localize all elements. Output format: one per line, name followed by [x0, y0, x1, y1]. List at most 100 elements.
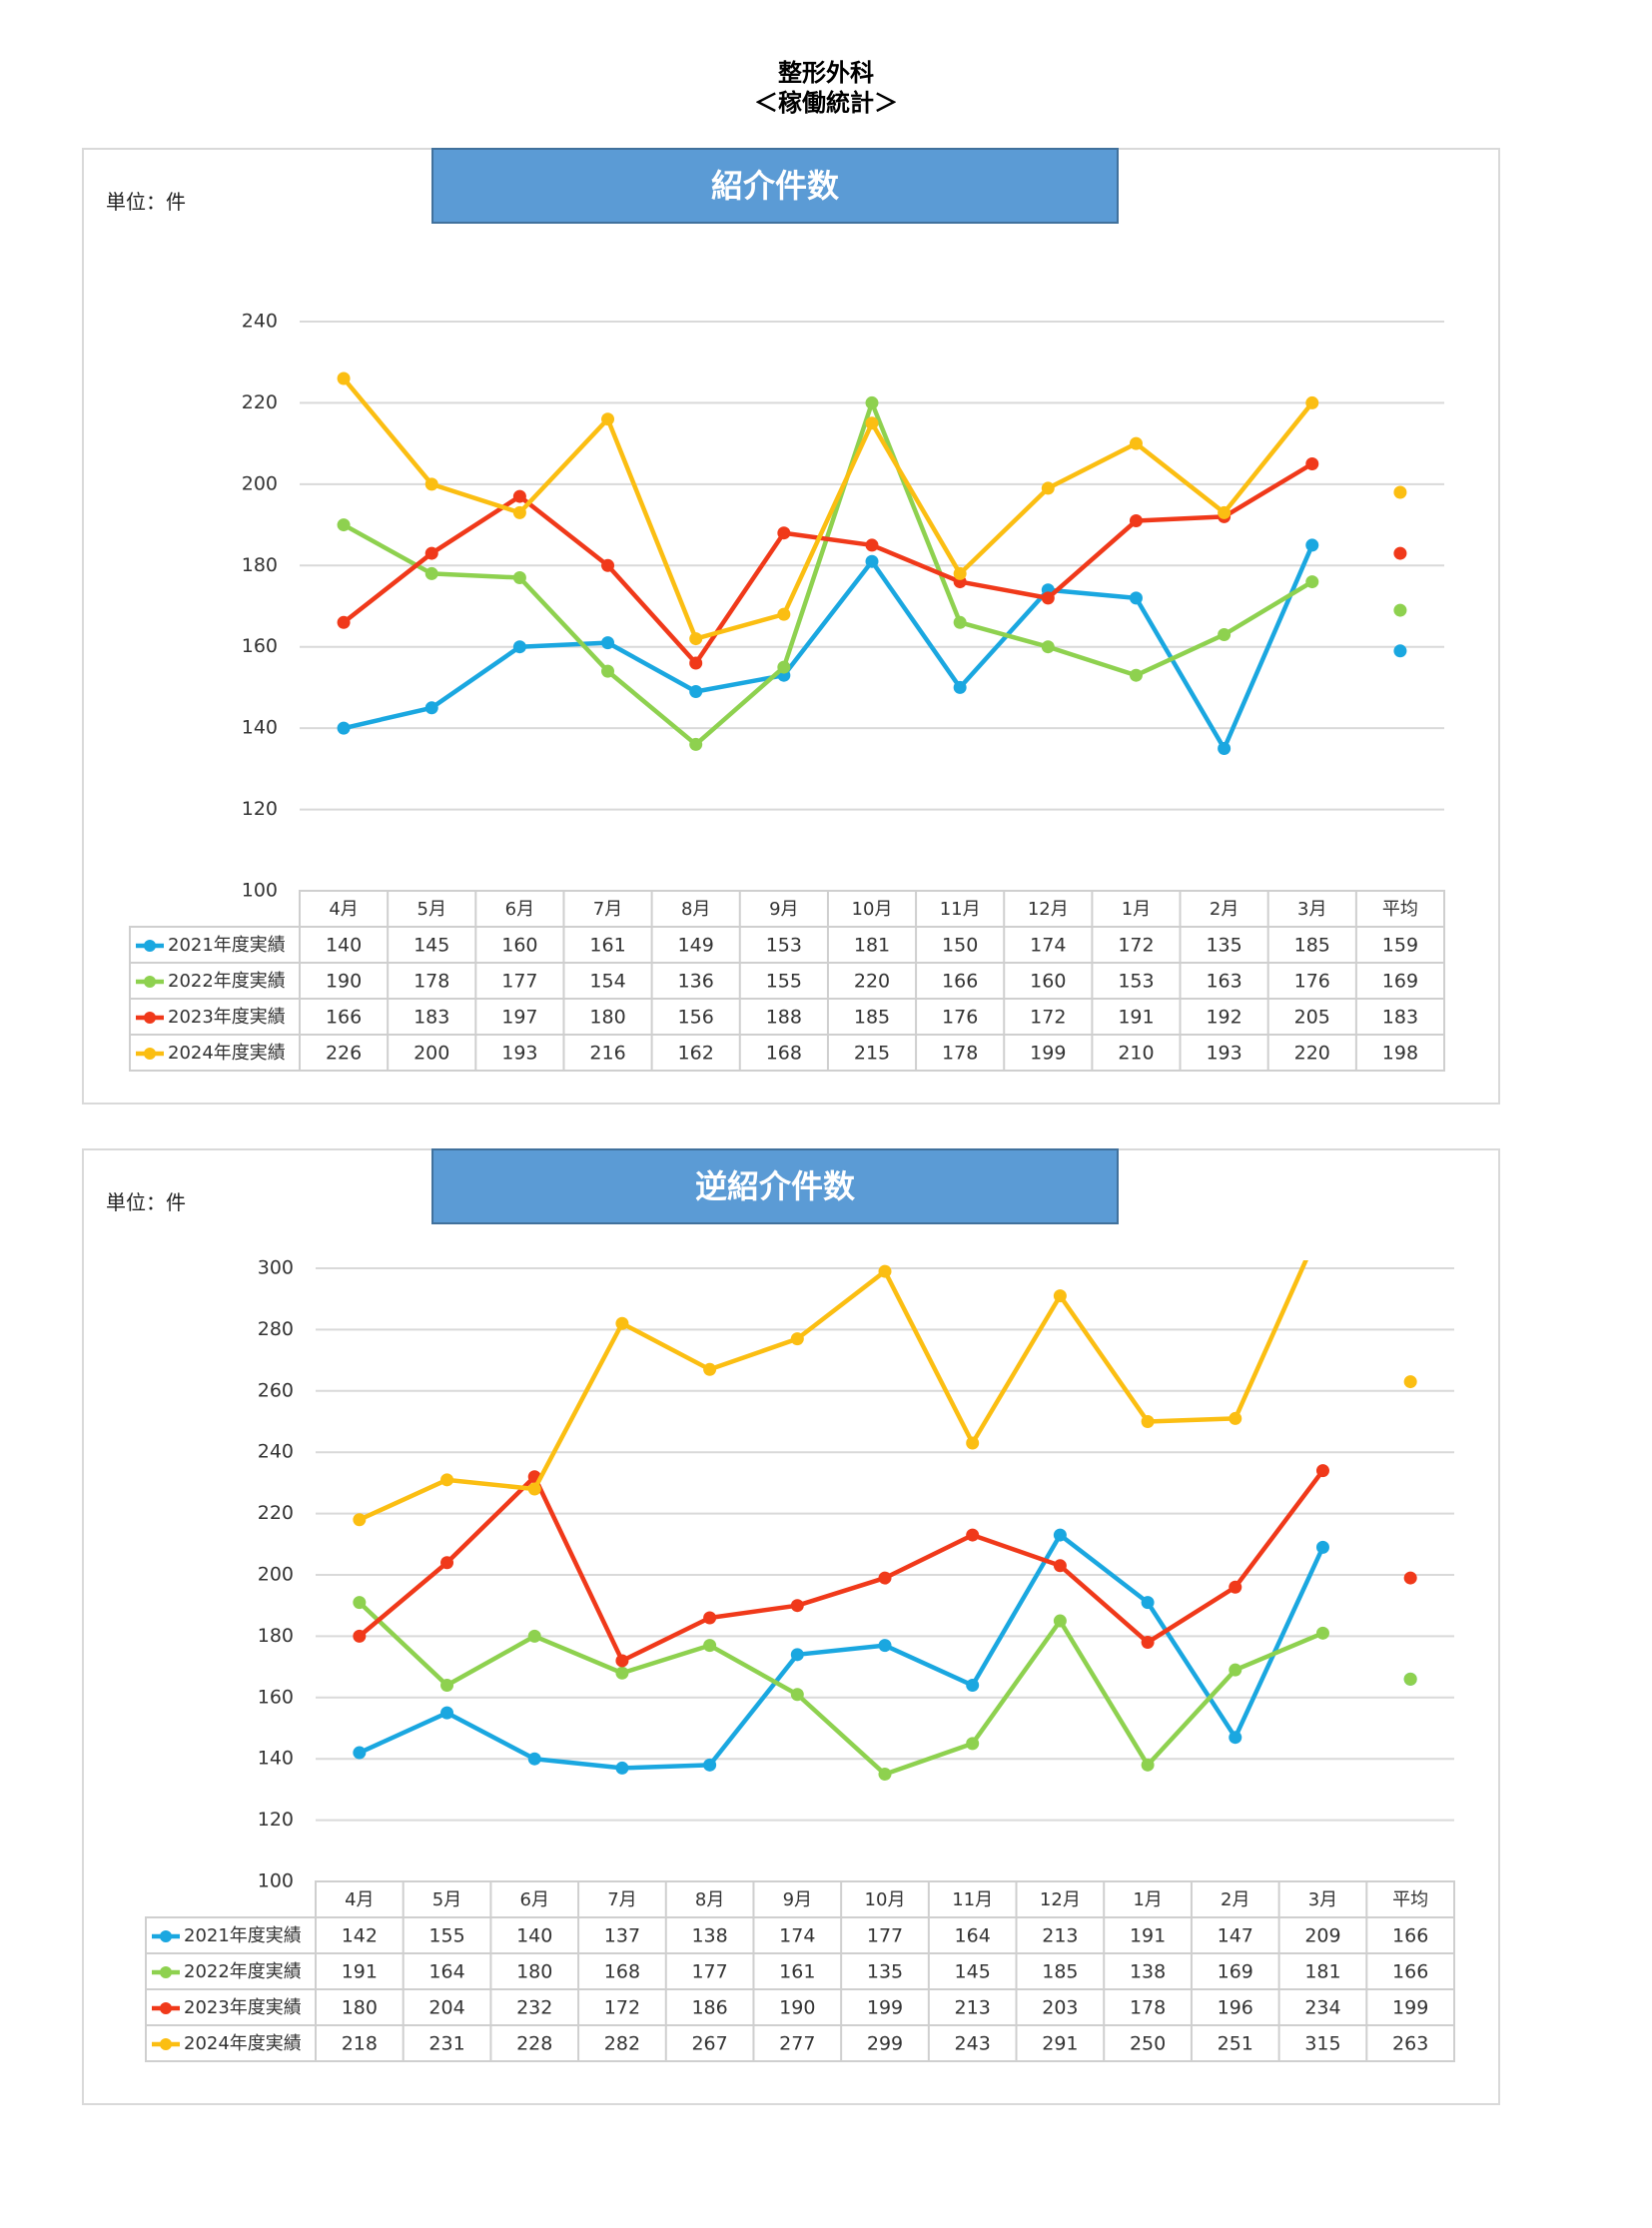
table-cell: 191: [1130, 1925, 1166, 1947]
table-cell: 138: [691, 1925, 727, 1947]
data-point: [689, 632, 703, 646]
data-point: [878, 1264, 892, 1278]
average-point: [1393, 644, 1407, 658]
table-cell-average: 199: [1392, 1997, 1428, 2019]
data-point: [1305, 538, 1319, 552]
data-point: [601, 636, 615, 650]
table-cell: 166: [942, 971, 978, 993]
chart-title: 紹介件数: [431, 148, 1119, 224]
legend-label: 2024年度実績: [184, 2033, 302, 2054]
data-point: [1305, 457, 1319, 470]
y-tick-label: 100: [258, 1870, 294, 1892]
legend-marker: [160, 2038, 172, 2050]
y-tick-label: 240: [242, 311, 278, 333]
reverse-referral-chart-panel: 逆紹介件数 単位：件 100 120 140 160 180 200 220 240 260 28…: [82, 1148, 1500, 2105]
table-cell: 228: [516, 2033, 552, 2055]
data-point: [1315, 1540, 1329, 1554]
x-tick-label: 3月: [1308, 1889, 1337, 1910]
y-tick-label: 120: [242, 798, 278, 820]
table-cell-average: 263: [1392, 2033, 1428, 2055]
data-point: [878, 1571, 892, 1585]
data-point: [512, 505, 526, 519]
table-cell: 197: [501, 1007, 537, 1029]
data-point: [1053, 1528, 1067, 1542]
table-cell: 250: [1130, 2033, 1166, 2055]
data-point: [1229, 1580, 1242, 1594]
data-point: [878, 1768, 892, 1782]
table-cell: 190: [326, 971, 362, 993]
x-tick-label: 8月: [695, 1889, 724, 1910]
table-cell: 315: [1304, 2033, 1340, 2055]
y-tick-label: 300: [258, 1257, 294, 1279]
plot-area: [337, 371, 1407, 755]
table-cell: 164: [955, 1925, 991, 1947]
table-cell: 180: [589, 1007, 625, 1029]
table-cell: 234: [1304, 1997, 1340, 2019]
data-point: [424, 701, 438, 715]
table-cell: 196: [1218, 1997, 1253, 2019]
data-point: [615, 1316, 629, 1330]
table-cell: 176: [942, 1007, 978, 1029]
series-line: [358, 1600, 1324, 1777]
table-cell: 213: [955, 1997, 991, 2019]
data-point: [337, 615, 351, 629]
legend-label: 2023年度実績: [184, 1997, 302, 2018]
table-cell: 172: [604, 1997, 640, 2019]
data-point: [703, 1611, 717, 1625]
x-tick-label: 1月: [1133, 1889, 1162, 1910]
data-point: [1129, 591, 1143, 605]
table-cell: 199: [867, 1997, 903, 2019]
y-tick-label: 160: [242, 635, 278, 657]
y-tick-label: 160: [258, 1686, 294, 1708]
x-tick-label: 12月: [1028, 899, 1069, 920]
page-title: 整形外科: [778, 59, 874, 87]
data-point: [790, 1648, 804, 1662]
table-cell: 178: [413, 971, 449, 993]
average-point: [1393, 485, 1407, 499]
data-point: [790, 1688, 804, 1702]
data-point: [615, 1654, 629, 1668]
table-cell: 140: [516, 1925, 552, 1947]
average-point: [1403, 1571, 1417, 1585]
data-point: [1141, 1596, 1155, 1610]
series-line: [343, 544, 1314, 751]
page-subtitle: ＜稼働統計＞: [754, 89, 898, 117]
x-tick-label: 2月: [1210, 899, 1239, 920]
data-point: [615, 1666, 629, 1680]
table-cell: 186: [691, 1997, 727, 2019]
table-cell: 185: [1294, 935, 1330, 957]
average-point: [1393, 603, 1407, 617]
average-point: [1403, 1672, 1417, 1686]
table-cell: 215: [854, 1043, 890, 1065]
data-point: [689, 656, 703, 670]
data-point: [966, 1436, 980, 1450]
table-cell: 176: [1294, 971, 1330, 993]
data-point: [1041, 591, 1055, 605]
table-cell: 178: [1130, 1997, 1166, 2019]
table-cell: 183: [413, 1007, 449, 1029]
data-point: [512, 640, 526, 654]
data-table: 4月 5月 6月 7月 8月 9月 10月 11月 12月 1月 2月 3月 平均 2021年度実績 142…: [145, 1880, 1455, 2062]
data-point: [865, 395, 879, 409]
table-cell: 205: [1294, 1007, 1330, 1029]
data-point: [353, 1629, 367, 1643]
x-tick-label: 7月: [607, 1889, 636, 1910]
table-cell: 163: [1206, 971, 1241, 993]
data-point: [777, 607, 791, 621]
table-cell: 145: [413, 935, 449, 957]
table-cell: 142: [342, 1925, 378, 1947]
data-point: [1315, 1626, 1329, 1640]
data-point: [966, 1737, 980, 1751]
data-point: [1141, 1758, 1155, 1772]
y-tick-label: 140: [242, 717, 278, 739]
table-cell: 193: [1206, 1043, 1241, 1065]
data-point: [878, 1639, 892, 1653]
table-cell: 178: [942, 1043, 978, 1065]
table-cell: 168: [604, 1961, 640, 1983]
data-point: [527, 1752, 541, 1766]
legend-label: 2021年度実績: [184, 1925, 302, 1946]
x-tick-label: 1月: [1122, 899, 1151, 920]
data-point: [1305, 395, 1319, 409]
legend-label: 2021年度実績: [168, 935, 286, 956]
data-point: [1218, 505, 1232, 519]
